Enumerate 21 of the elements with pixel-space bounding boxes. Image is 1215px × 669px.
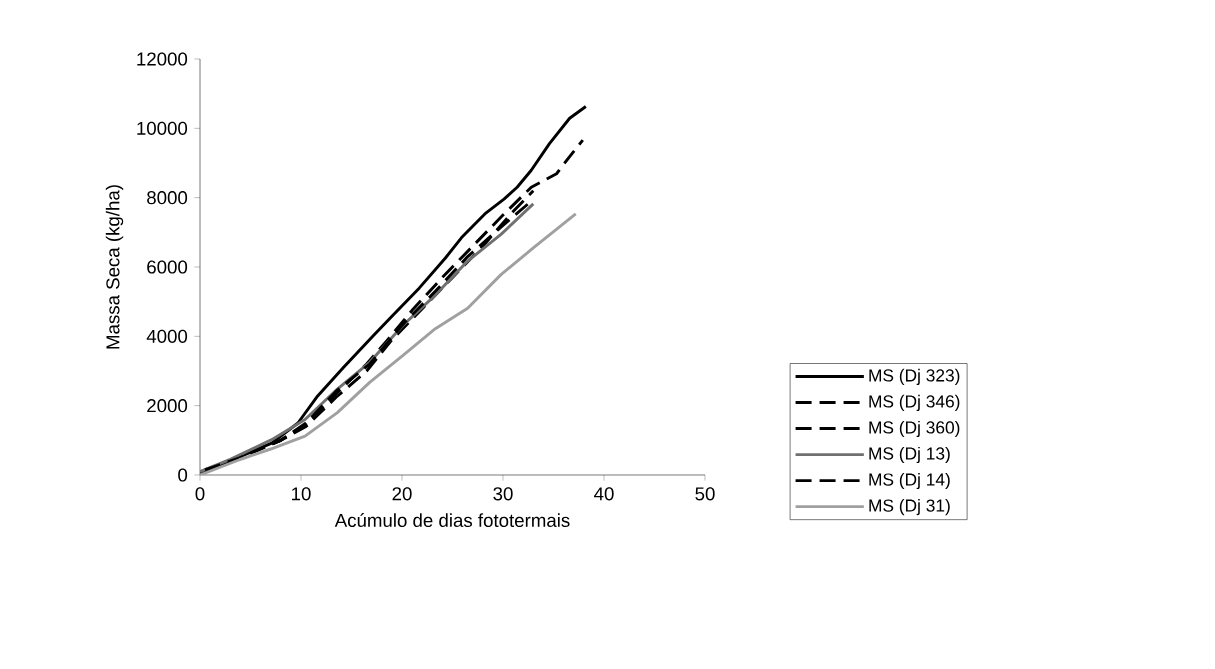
legend-label: MS (Dj 31) (869, 498, 950, 516)
y-tick-label: 12000 (137, 52, 188, 66)
legend-label: MS (Dj 360) (869, 420, 960, 438)
y-tick-label: 0 (178, 468, 188, 482)
legend-label: MS (Dj 323) (869, 368, 960, 385)
x-tick-label: 40 (594, 487, 614, 501)
y-tick-label: 2000 (147, 399, 188, 413)
y-tick-label: 8000 (147, 191, 188, 205)
legend-label: MS (Dj 346) (869, 394, 960, 412)
x-axis-title: Acúmulo de dias fototermais (334, 513, 570, 528)
x-tick-label: 50 (695, 487, 715, 501)
y-tick-label: 6000 (147, 260, 188, 274)
y-axis-title: Massa Seca (kg/ha) (105, 185, 124, 349)
legend-label: MS (Dj 14) (869, 472, 950, 490)
y-tick-label: 10000 (137, 121, 188, 135)
y-tick-label: 4000 (146, 329, 188, 343)
legend-label: MS (Dj 13) (869, 446, 950, 464)
x-tick-label: 30 (493, 487, 513, 501)
x-tick-label: 0 (195, 487, 205, 501)
x-tick-label: 20 (392, 487, 412, 501)
x-tick-label: 10 (292, 487, 311, 501)
